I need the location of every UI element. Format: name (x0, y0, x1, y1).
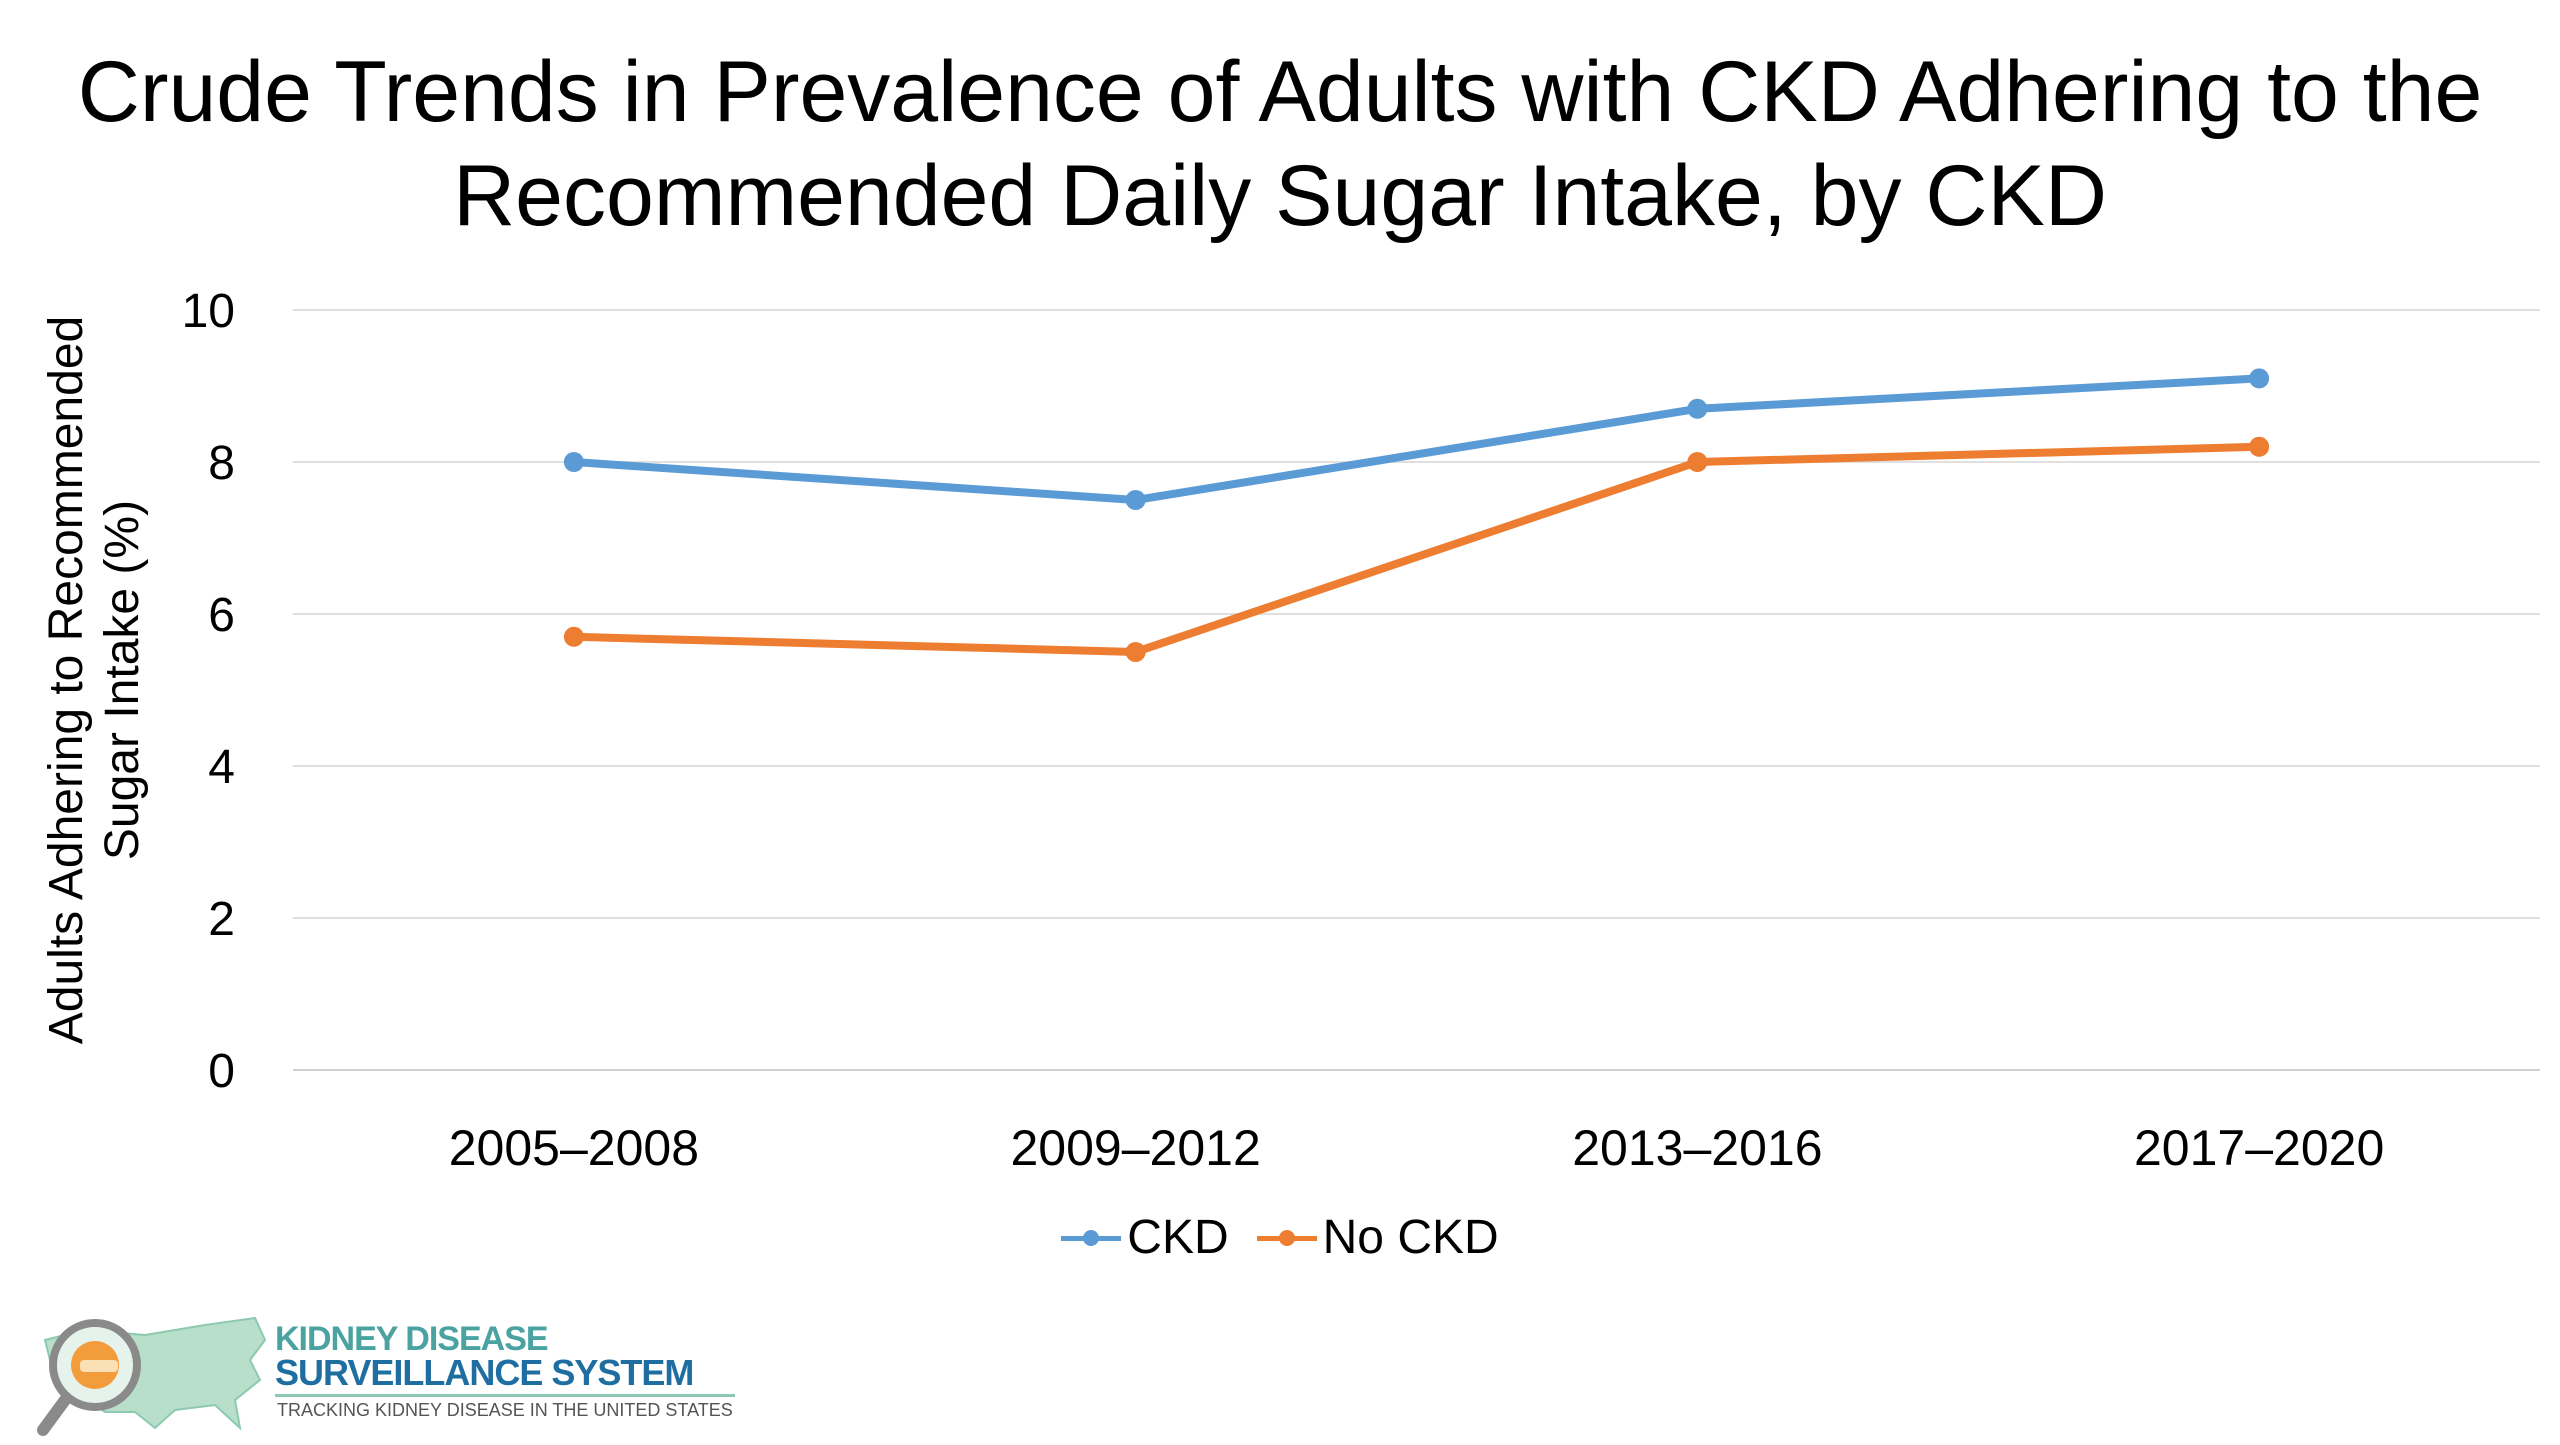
legend-label-ckd: CKD (1127, 1211, 1229, 1264)
line-chart: 0 2 4 6 8 10 2005–2008 2009–2012 2013–2016 2017–2… (182, 285, 2540, 1176)
x-tick-label: 2005–2008 (449, 1120, 699, 1176)
data-point-series-1 (563, 626, 584, 647)
us-map-magnifier-icon (37, 1316, 267, 1436)
y-tick-label: 0 (208, 1045, 235, 1098)
y-tick-label: 8 (208, 437, 235, 490)
x-tick-label: 2013–2016 (1572, 1120, 1822, 1176)
y-tick-label: 6 (208, 589, 235, 642)
data-point-series-0 (563, 452, 584, 472)
legend: CKD No CKD (0, 1210, 2560, 1265)
chart-title-line-1: Crude Trends in Prevalence of Adults wit… (77, 44, 2483, 140)
logo-tagline: TRACKING KIDNEY DISEASE IN THE UNITED ST… (277, 1400, 733, 1420)
legend-label-no-ckd: No CKD (1322, 1211, 1499, 1264)
data-point-series-0 (2249, 368, 2270, 389)
logo-divider (275, 1394, 735, 1397)
x-tick-label: 2009–2012 (1010, 1120, 1260, 1176)
y-tick-label: 2 (208, 893, 235, 946)
legend-swatch-no-ckd (1256, 1223, 1317, 1253)
series-line-1 (569, 442, 2264, 656)
series-line-0 (569, 374, 2264, 504)
chart-title-line-2: Recommended Daily Sugar Intake, by CKD (453, 148, 2107, 244)
data-point-series-0 (1687, 398, 1708, 419)
data-point-series-1 (1125, 642, 1146, 662)
legend-item-no-ckd: No CKD (1256, 1210, 1499, 1265)
logo-line-1: KIDNEY DISEASE (275, 1320, 549, 1358)
data-point-series-1 (2249, 436, 2270, 457)
y-tick-label: 4 (208, 741, 235, 794)
data-point-series-1 (1687, 452, 1708, 472)
legend-swatch-ckd (1061, 1223, 1122, 1253)
x-tick-label: 2017–2020 (2134, 1120, 2384, 1176)
kdss-logo: KIDNEY DISEASE SURVEILLANCE SYSTEM TRACK… (25, 1300, 735, 1440)
data-point-series-0 (1125, 490, 1146, 510)
legend-item-ckd: CKD (1061, 1210, 1229, 1265)
logo-line-2: SURVEILLANCE SYSTEM (275, 1352, 694, 1393)
y-tick-label: 10 (182, 285, 235, 338)
chart-title: Crude Trends in Prevalence of Adults wit… (0, 40, 2560, 248)
